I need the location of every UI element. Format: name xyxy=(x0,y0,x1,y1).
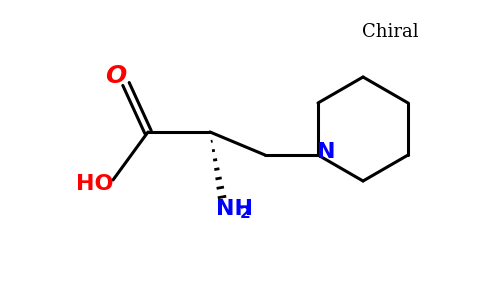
Text: 2: 2 xyxy=(240,206,250,221)
Text: Chiral: Chiral xyxy=(362,23,418,41)
Text: HO: HO xyxy=(76,174,114,194)
Text: O: O xyxy=(106,64,127,88)
Text: NH: NH xyxy=(215,199,253,219)
Text: N: N xyxy=(317,142,335,162)
